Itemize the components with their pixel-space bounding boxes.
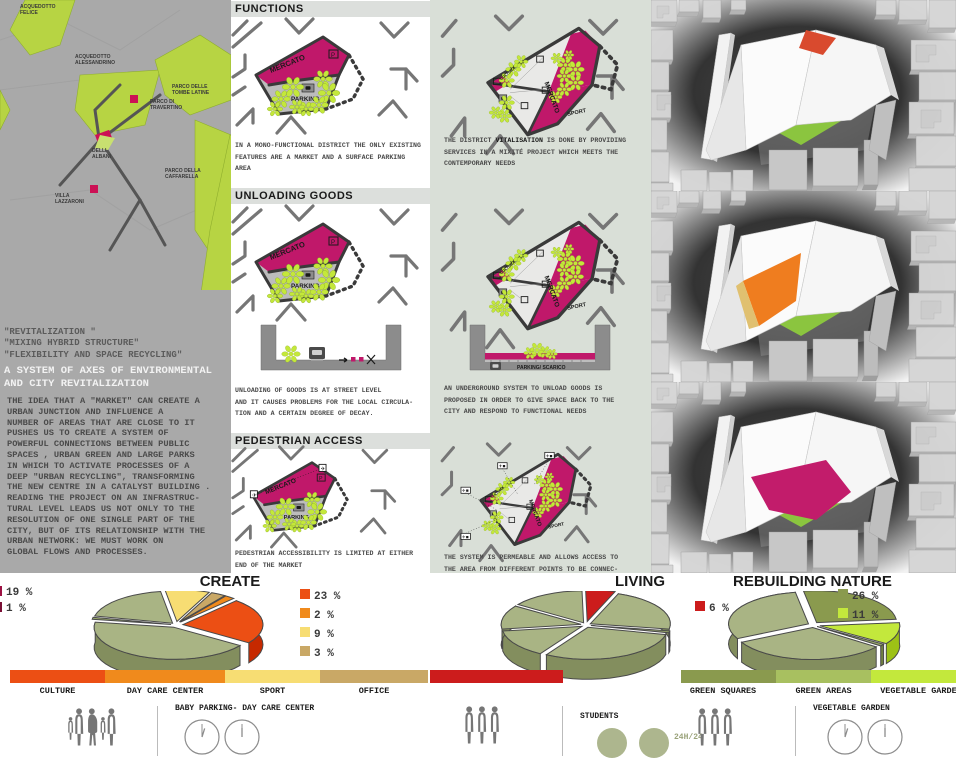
svg-text:P: P — [319, 476, 323, 482]
svg-text:ALESSANDRINO: ALESSANDRINO — [75, 60, 115, 66]
svg-text:CAFFARELLA: CAFFARELLA — [165, 174, 199, 180]
svg-text:✈■: ✈■ — [546, 453, 553, 458]
svg-text:P: P — [331, 53, 335, 59]
svg-text:TOMBE LATINE: TOMBE LATINE — [172, 90, 210, 96]
svg-text:ALBANI: ALBANI — [92, 154, 111, 160]
svg-text:PARKING/ SCARICO: PARKING/ SCARICO — [517, 365, 566, 371]
svg-text:✈■: ✈■ — [462, 534, 469, 539]
svg-text:✈■: ✈■ — [462, 488, 469, 493]
svg-text:P: P — [331, 240, 335, 246]
svg-text:✈■: ✈■ — [499, 464, 506, 469]
svg-text:LAZZARONI: LAZZARONI — [55, 199, 84, 205]
svg-text:✈: ✈ — [252, 492, 257, 499]
svg-text:✈: ✈ — [321, 466, 326, 473]
svg-text:TRAVERTINO: TRAVERTINO — [150, 105, 182, 111]
svg-text:FELICE: FELICE — [20, 10, 38, 16]
